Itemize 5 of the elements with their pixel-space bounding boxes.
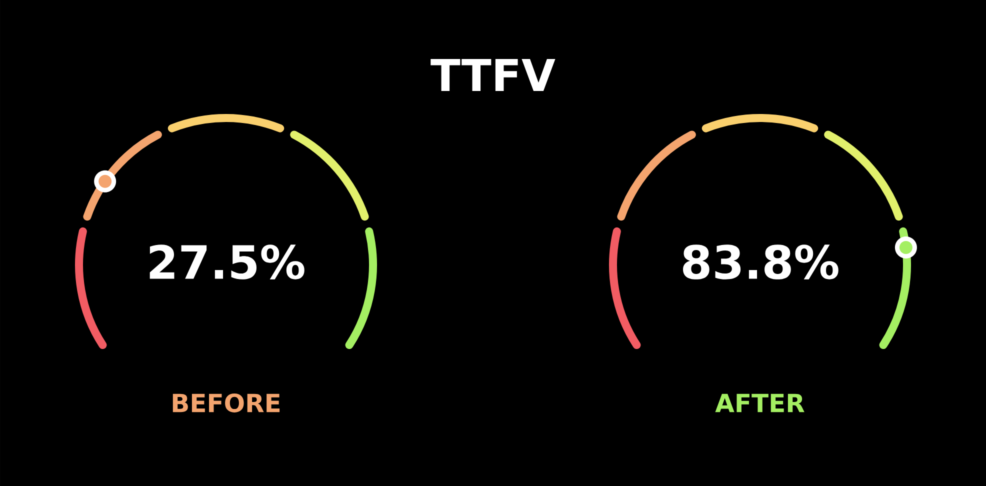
- text: BEFORE: [172, 394, 280, 412]
- text: AFTER: [715, 394, 804, 412]
- text: TTFV: [430, 58, 556, 92]
- data-label: 27.5%: [150, 244, 304, 280]
- data-label: 83.8%: [683, 244, 838, 280]
